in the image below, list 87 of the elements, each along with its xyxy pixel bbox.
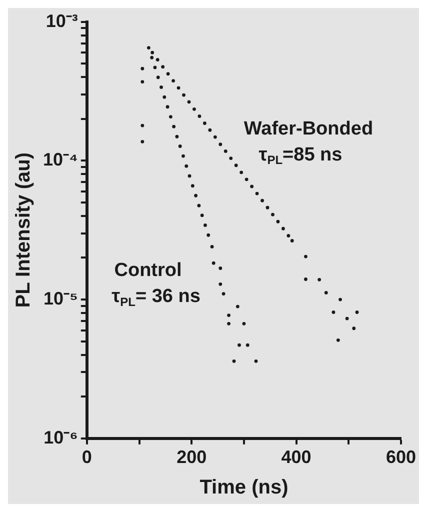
point [182, 154, 185, 158]
point [218, 282, 222, 286]
point [304, 254, 308, 258]
series-label: Control [114, 260, 182, 281]
point [153, 66, 157, 70]
point [204, 224, 207, 227]
series-label: Wafer-Bonded [244, 118, 374, 140]
point [202, 122, 206, 125]
point [184, 164, 188, 168]
point [227, 314, 230, 317]
point [234, 164, 238, 168]
point [197, 204, 201, 208]
point [238, 343, 241, 347]
point [336, 338, 340, 342]
point [286, 234, 290, 238]
point [338, 298, 342, 302]
point [156, 58, 160, 62]
y-axis-title: PL Intensity (au) [12, 152, 35, 308]
point [187, 100, 191, 104]
point [345, 316, 349, 320]
point [232, 359, 236, 363]
point [332, 310, 336, 314]
point [166, 105, 170, 109]
y-tick-label: 10⁻³ [46, 10, 78, 31]
point [150, 50, 154, 54]
point [190, 184, 194, 188]
point [150, 56, 154, 60]
point [250, 184, 254, 188]
y-tick-label: 10⁻⁴ [42, 150, 78, 170]
point [271, 212, 274, 216]
point [227, 322, 230, 326]
point [160, 86, 163, 89]
point [352, 326, 356, 330]
point [210, 245, 214, 248]
point [208, 128, 212, 132]
point [140, 80, 144, 84]
point [242, 322, 246, 326]
point [244, 178, 248, 182]
point [246, 343, 250, 347]
y-tick-label: 10⁻⁶ [44, 427, 78, 448]
point [140, 124, 144, 128]
point [266, 206, 270, 210]
point [276, 220, 280, 224]
point [236, 304, 240, 308]
point [212, 261, 216, 265]
point [240, 170, 244, 174]
point [254, 359, 258, 363]
x-tick-label: 0 [82, 447, 92, 468]
point [188, 174, 192, 178]
point [318, 278, 322, 282]
point [172, 124, 176, 128]
point [176, 86, 180, 90]
x-tick-label: 400 [281, 447, 312, 468]
point [304, 278, 308, 281]
point [146, 46, 150, 50]
point [229, 156, 233, 160]
x-axis-title: Time (ns) [200, 476, 288, 499]
point [172, 79, 175, 82]
x-tick-label: 200 [176, 447, 207, 468]
x-tick-label: 600 [386, 447, 416, 468]
point [178, 144, 182, 148]
point [290, 239, 294, 242]
point [192, 107, 196, 111]
point [255, 192, 259, 196]
point [140, 140, 144, 144]
point [206, 233, 210, 237]
point [166, 72, 170, 76]
point [282, 226, 285, 230]
point [194, 194, 198, 198]
point [140, 66, 144, 70]
point [168, 115, 172, 118]
point [222, 292, 226, 296]
point [162, 95, 166, 99]
point [182, 93, 186, 97]
point [161, 65, 165, 69]
point [175, 134, 179, 138]
point [355, 310, 359, 314]
point [213, 135, 217, 139]
point [224, 150, 228, 153]
point [218, 266, 222, 270]
point [198, 114, 202, 118]
point [218, 142, 222, 146]
point [156, 76, 160, 80]
point [260, 198, 264, 202]
point [324, 291, 328, 294]
point [200, 214, 204, 218]
y-tick-label: 10⁻⁵ [43, 288, 78, 308]
